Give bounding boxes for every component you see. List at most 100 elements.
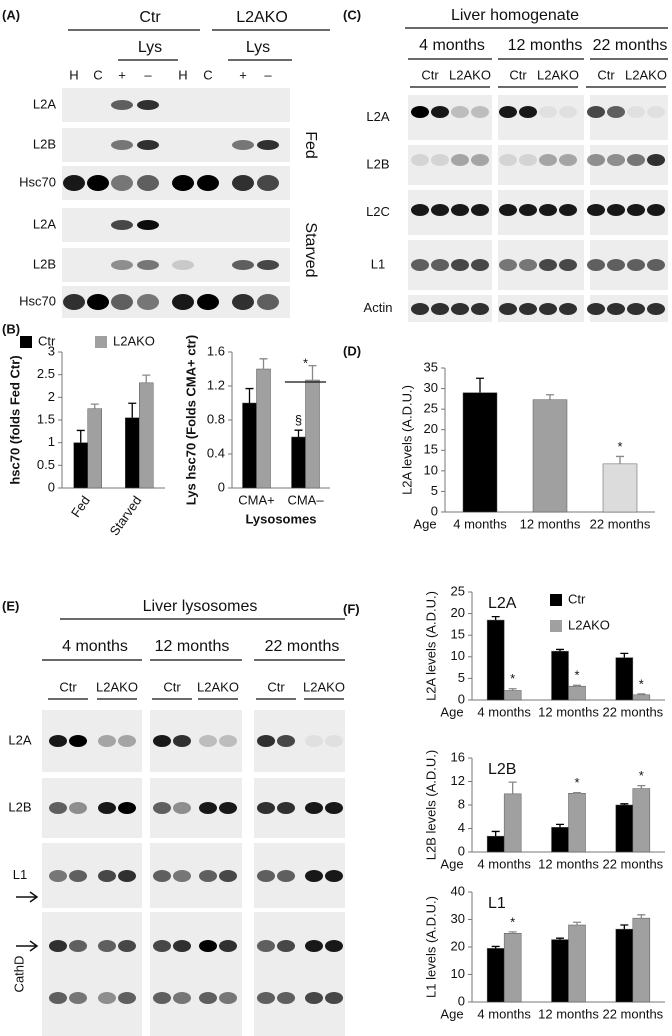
band: [49, 992, 67, 1004]
bar: [615, 928, 634, 1003]
bar: [615, 804, 634, 853]
error-bar: [556, 648, 564, 652]
band: [411, 204, 429, 216]
band: [587, 154, 605, 166]
age-label: 22 months: [265, 638, 340, 655]
band: [118, 735, 136, 747]
band: [647, 204, 665, 216]
band: [98, 802, 116, 814]
error-bar: [259, 358, 268, 369]
error-bar: [476, 377, 484, 393]
y-tick-label: 0: [48, 479, 55, 494]
bar: [305, 379, 320, 489]
y-axis-label: L2B levels (A.D.U.): [423, 750, 438, 861]
band: [257, 802, 275, 814]
lane-label: C: [203, 67, 212, 82]
bar: [568, 685, 586, 701]
band: [277, 870, 295, 882]
band: [173, 735, 191, 747]
row-label: L2A: [33, 216, 56, 231]
bar: [503, 690, 522, 701]
band: [305, 735, 323, 747]
error-bar: [491, 615, 500, 621]
band: [305, 940, 323, 952]
band: [519, 204, 537, 216]
band: [499, 259, 517, 271]
x-axis-label: Lysosomes: [245, 511, 316, 526]
lane-label: L2AKO: [303, 679, 345, 694]
bar: [615, 657, 634, 701]
y-axis-label: L2A levels (A.D.U.): [423, 591, 438, 701]
band: [137, 220, 159, 230]
chart-title: L2A: [488, 595, 517, 612]
row-label: L2B: [8, 799, 31, 814]
error-bar: [573, 684, 581, 687]
band: [173, 940, 191, 952]
band: [325, 940, 343, 952]
blot: [498, 145, 584, 185]
band: [232, 260, 254, 270]
band: [431, 154, 449, 166]
legend-label: Ctr: [568, 591, 586, 606]
y-tick-label: 40: [451, 883, 465, 898]
band: [559, 106, 577, 118]
y-tick-label: 0.5: [37, 457, 55, 472]
y-tick-label: 25: [424, 401, 438, 416]
band: [173, 802, 191, 814]
band: [199, 992, 217, 1004]
bar: [602, 463, 638, 513]
band: [431, 303, 449, 315]
band: [559, 259, 577, 271]
x-tick-label: 12 months: [520, 516, 581, 531]
band: [411, 303, 429, 315]
error-bar: [128, 402, 137, 418]
lane-label: L2AKO: [625, 67, 667, 82]
y-tick-label: 10: [451, 966, 465, 981]
panel-label: (A): [2, 7, 20, 22]
x-axis-label: Age: [440, 856, 463, 871]
lane-label: Ctr: [163, 679, 181, 694]
band: [232, 294, 254, 310]
bar: [73, 442, 88, 489]
bar: [486, 619, 505, 701]
significance-mark: *: [510, 671, 515, 686]
band: [98, 940, 116, 952]
significance-mark: §: [295, 413, 302, 428]
row-label: L1: [371, 256, 385, 271]
row-label: L2C: [366, 204, 390, 219]
band: [471, 259, 489, 271]
bar: [632, 788, 651, 853]
panel-label: (C): [343, 7, 361, 22]
lane-label: Ctr: [59, 679, 77, 694]
band: [607, 303, 625, 315]
band: [647, 303, 665, 315]
group-label: Ctr: [139, 9, 161, 26]
age-label: 12 months: [155, 638, 230, 655]
band: [111, 140, 133, 150]
band: [257, 992, 275, 1004]
significance-mark: *: [574, 668, 579, 683]
x-tick-label: 22 months: [602, 1006, 663, 1021]
band: [451, 303, 469, 315]
age-label: 22 months: [593, 37, 668, 54]
band: [499, 154, 517, 166]
row-label: L2A: [366, 109, 389, 124]
lane-label: L2AKO: [537, 67, 579, 82]
x-tick-label: 4 months: [477, 1006, 531, 1021]
band: [257, 175, 279, 191]
error-bar: [637, 914, 646, 919]
band: [519, 106, 537, 118]
error-bar: [556, 823, 564, 828]
blot: [62, 128, 290, 162]
x-tick-label: 22 months: [602, 856, 663, 871]
bar: [503, 793, 522, 853]
x-axis-label: Age: [413, 516, 436, 531]
band: [451, 154, 469, 166]
band: [111, 260, 133, 270]
row-label: L2A: [33, 96, 56, 111]
y-tick-label: 3: [48, 343, 55, 358]
band: [325, 992, 343, 1004]
lane-label: L2AKO: [449, 67, 491, 82]
band: [49, 940, 67, 952]
band: [172, 260, 194, 270]
